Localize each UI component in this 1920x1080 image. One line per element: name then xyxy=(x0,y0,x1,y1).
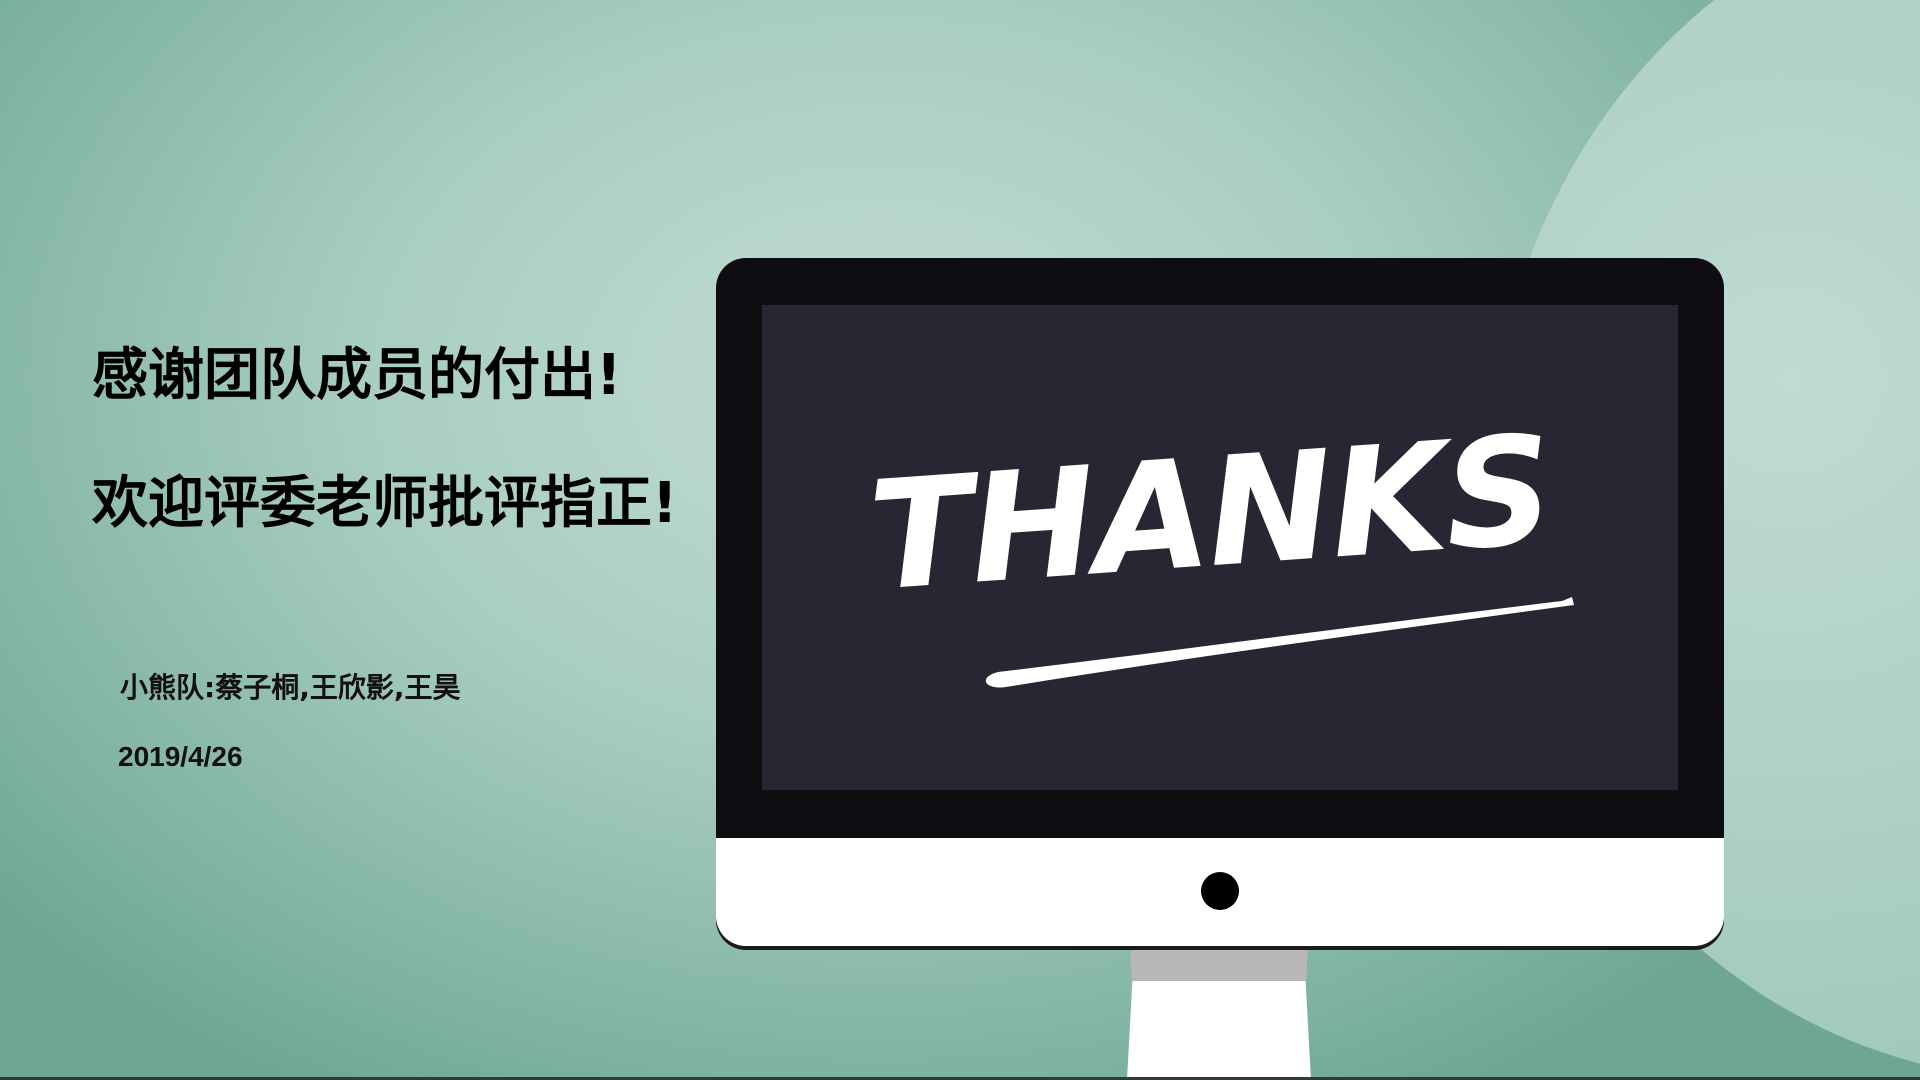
presentation-date: 2019/4/26 xyxy=(118,741,243,772)
thanks-text: THANKS xyxy=(864,404,1556,625)
heading-line-2: 欢迎评委老师批评指正! xyxy=(92,471,678,536)
bottom-border xyxy=(0,1077,1920,1080)
heading-line-1: 感谢团队成员的付出! xyxy=(92,343,622,408)
monitor-frame: THANKS xyxy=(716,258,1724,946)
monitor-screen: THANKS xyxy=(762,305,1678,790)
thanks-lettering: THANKS xyxy=(864,404,1574,688)
monitor-logo-dot xyxy=(1201,872,1239,910)
brush-underline xyxy=(985,597,1574,688)
monitor-stand-shadow xyxy=(1130,945,1308,981)
team-members: 小熊队:蔡子桐,王欣影,王昊 xyxy=(120,671,461,704)
